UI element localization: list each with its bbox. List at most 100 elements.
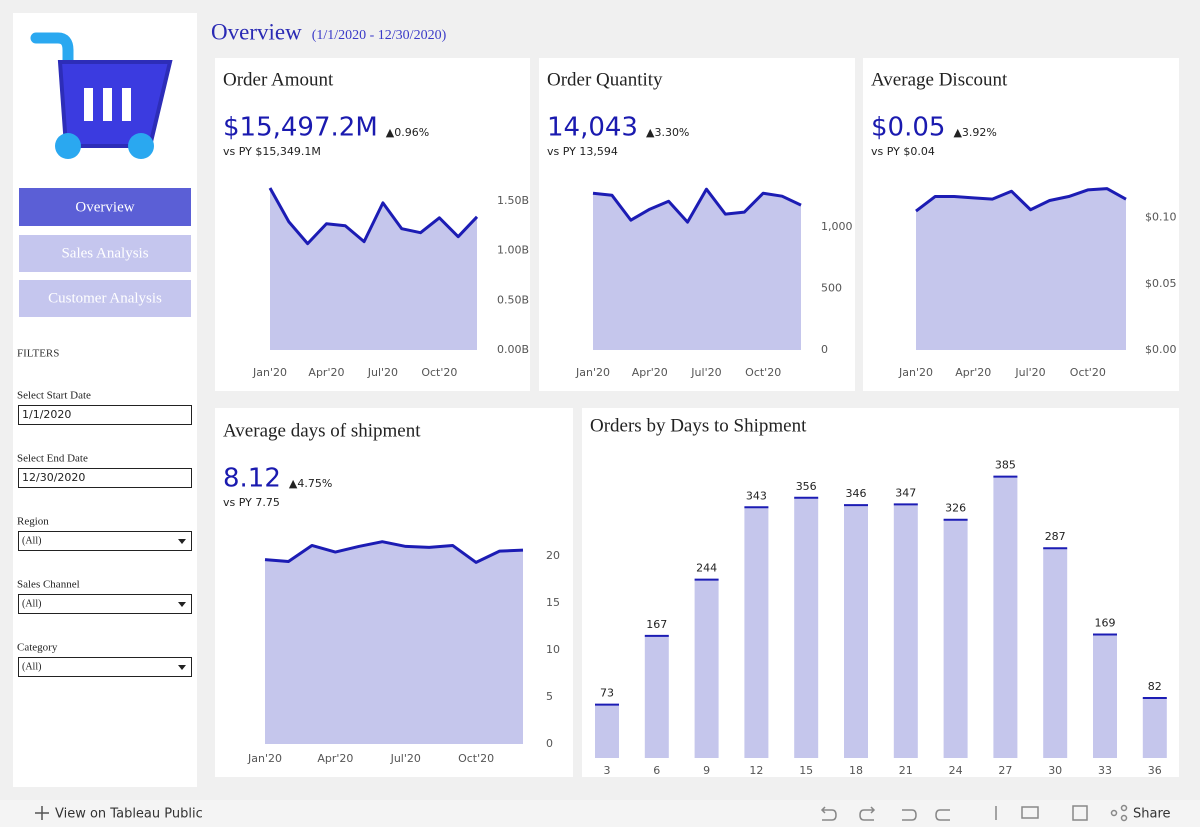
filter-label: Select End Date — [17, 453, 88, 465]
filter-value[interactable]: (All) — [22, 535, 41, 546]
x-tick-label: Apr'20 — [632, 366, 668, 379]
x-tick-label: Jan'20 — [247, 752, 282, 765]
filter-value[interactable]: 12/30/2020 — [22, 471, 85, 484]
x-tick-label: 27 — [998, 764, 1012, 777]
x-tick-label: Oct'20 — [1070, 366, 1106, 379]
toolbar — [0, 800, 1200, 827]
x-tick-label: 21 — [899, 764, 913, 777]
x-tick-label: 6 — [653, 764, 660, 777]
dropdown-arrow — [178, 539, 186, 544]
kpi-value: 14,043 — [547, 113, 638, 143]
bar-label: 82 — [1148, 680, 1162, 693]
chart-title: Orders by Days to Shipment — [590, 415, 807, 436]
dropdown[interactable] — [18, 657, 192, 677]
bar — [794, 497, 819, 758]
bar-label: 326 — [945, 502, 966, 515]
y-tick-label: 500 — [821, 282, 842, 295]
filter-value[interactable]: 1/1/2020 — [22, 408, 71, 421]
filter-label: Region — [17, 516, 49, 528]
bar-label: 287 — [1045, 530, 1066, 543]
line — [592, 187, 802, 224]
x-tick-label: Jul'20 — [390, 752, 421, 765]
nav-button[interactable] — [19, 235, 191, 272]
kpi-comparison: vs PY $15,349.1M — [223, 145, 321, 158]
kpi-change: ▲3.92% — [953, 126, 996, 139]
line — [915, 187, 1127, 213]
tableau-icon — [35, 806, 49, 820]
bar — [694, 579, 719, 758]
date-input[interactable] — [18, 405, 192, 425]
y-tick-label: 15 — [546, 596, 560, 609]
nav-label[interactable]: Customer Analysis — [48, 290, 162, 306]
y-tick-label: 0 — [821, 343, 828, 356]
bar — [644, 635, 669, 758]
date-input[interactable] — [18, 468, 192, 488]
footer-link[interactable]: View on Tableau Public — [55, 807, 203, 822]
nav-button[interactable] — [19, 188, 191, 226]
area-fill — [593, 189, 801, 350]
bar — [943, 519, 968, 758]
x-tick-label: Jan'20 — [898, 366, 933, 379]
filters-title: FILTERS — [17, 348, 59, 360]
bar-label: 347 — [895, 486, 916, 499]
filter-label: Sales Channel — [17, 579, 80, 591]
nav-label[interactable]: Sales Analysis — [61, 245, 148, 261]
bar — [1093, 634, 1117, 758]
kpi-value: $0.05 — [871, 113, 945, 143]
y-tick-label: 0.00B — [497, 343, 529, 356]
date-range: (1/1/2020 - 12/30/2020) — [312, 28, 447, 43]
bar — [893, 504, 918, 758]
x-tick-label: Jan'20 — [575, 366, 610, 379]
bar — [1043, 548, 1068, 758]
x-tick-label: Oct'20 — [421, 366, 457, 379]
x-tick-label: Jul'20 — [367, 366, 398, 379]
kpi-change: ▲0.96% — [386, 126, 429, 139]
area-fill — [265, 541, 523, 744]
nav-label[interactable]: Overview — [75, 199, 134, 215]
kpi-comparison: vs PY 7.75 — [223, 496, 280, 509]
y-tick-label: 1,000 — [821, 220, 853, 233]
x-tick-label: 36 — [1148, 764, 1162, 777]
bar — [744, 507, 769, 758]
bar-label: 356 — [796, 480, 817, 493]
x-tick-label: 24 — [949, 764, 963, 777]
dropdown[interactable] — [18, 594, 192, 614]
kpi-value: 8.12 — [223, 464, 281, 494]
filter-value[interactable]: (All) — [22, 661, 41, 672]
y-tick-label: 0.50B — [497, 293, 529, 306]
x-tick-label: Jan'20 — [252, 366, 287, 379]
x-tick-label: 3 — [604, 764, 611, 777]
filter-label: Select Start Date — [17, 390, 91, 402]
bar — [1142, 698, 1167, 758]
dropdown[interactable] — [18, 531, 192, 551]
x-tick-label: 9 — [703, 764, 710, 777]
x-tick-label: 18 — [849, 764, 863, 777]
y-tick-label: $0.00 — [1145, 343, 1177, 356]
share-button[interactable]: Share — [1133, 807, 1171, 822]
x-tick-label: 15 — [799, 764, 813, 777]
dropdown-arrow — [178, 602, 186, 607]
filter-value[interactable]: (All) — [22, 598, 41, 609]
bar-label: 346 — [846, 487, 867, 500]
bar — [993, 476, 1018, 758]
x-tick-label: Oct'20 — [458, 752, 494, 765]
x-tick-label: 33 — [1098, 764, 1112, 777]
y-tick-label: 5 — [546, 690, 553, 703]
toolbar-icons — [820, 804, 1128, 822]
line — [264, 540, 524, 564]
y-tick-label: 1.00B — [497, 244, 529, 257]
bar-label: 167 — [646, 618, 667, 631]
bar-label: 73 — [600, 687, 614, 700]
logo — [30, 32, 173, 159]
nav-button[interactable] — [19, 280, 191, 317]
panel — [582, 408, 1179, 777]
filter-label: Category — [17, 642, 58, 654]
chart-title: Order Amount — [223, 69, 334, 90]
kpi-value: $15,497.2M — [223, 113, 378, 143]
bar-label: 244 — [696, 562, 717, 575]
x-tick-label: 30 — [1048, 764, 1062, 777]
page-title: Overview — [211, 19, 302, 44]
x-tick-label: Oct'20 — [745, 366, 781, 379]
bar-label: 343 — [746, 489, 767, 502]
